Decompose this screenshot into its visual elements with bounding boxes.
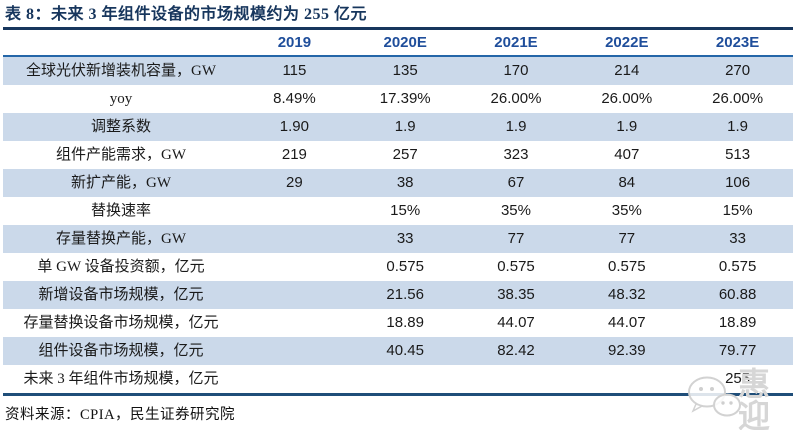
cell (239, 365, 350, 395)
cell: 255 (725, 370, 751, 387)
cell: 15% (722, 202, 753, 219)
cell (239, 337, 350, 365)
cell: 270 (682, 56, 793, 85)
cell: 38.35 (460, 281, 572, 309)
source-note: 资料来源：CPIA，民生证券研究院 (5, 407, 236, 423)
cell: 106 (682, 169, 793, 197)
cell: 21.56 (349, 281, 461, 309)
cell: 135 (349, 56, 461, 85)
cell: 26.00% (490, 90, 542, 107)
cell: 26.00% (712, 90, 764, 107)
cell (239, 225, 350, 253)
row-label: yoy (109, 91, 133, 107)
cell: 17.39% (379, 90, 431, 107)
cell: 35% (500, 202, 531, 219)
cell (571, 365, 682, 395)
cell: 35% (611, 202, 642, 219)
cell: 60.88 (682, 281, 793, 309)
cell (239, 253, 350, 281)
row-label: 组件设备市场规模，亿元 (3, 337, 239, 365)
cell: 18.89 (386, 314, 424, 331)
header-row: 2019 2020E 2021E 2022E 2023E (3, 29, 793, 57)
cell: 1.9 (460, 113, 572, 141)
cell: 513 (725, 146, 751, 163)
row-label: 未来 3 年组件市场规模，亿元 (23, 371, 219, 387)
data-table: 2019 2020E 2021E 2022E 2023E 全球光伏新增装机容量，GW 11… (3, 27, 793, 396)
cell: 323 (503, 146, 529, 163)
cell: 40.45 (349, 337, 461, 365)
cell: 33 (682, 225, 793, 253)
cell: 407 (614, 146, 640, 163)
table-row: 新增设备市场规模，亿元 21.56 38.35 48.32 60.88 (3, 281, 793, 309)
header-cell-2021E: 2021E (494, 34, 538, 51)
cell (350, 365, 461, 395)
cell: 0.575 (608, 258, 646, 275)
row-label: 新增设备市场规模，亿元 (3, 281, 239, 309)
cell: 0.575 (718, 258, 757, 275)
cell: 1.9 (349, 113, 461, 141)
cell: 44.07 (497, 314, 535, 331)
table-row: 存量替换设备市场规模，亿元 18.89 44.07 44.07 18.89 (3, 309, 793, 337)
cell: 15% (390, 202, 421, 219)
header-cell-label (3, 29, 239, 57)
header-cell-2022E: 2022E (605, 34, 649, 51)
cell: 77 (571, 225, 683, 253)
header-cell-2020E: 2020E (383, 34, 427, 51)
cell: 44.07 (608, 314, 646, 331)
row-label: 存量替换产能，GW (3, 225, 239, 253)
cell: 8.49% (273, 90, 316, 107)
table-row: 组件产能需求，GW 219 257 323 407 513 (3, 141, 793, 169)
cell (239, 281, 350, 309)
row-label: 单 GW 设备投资额，亿元 (37, 259, 205, 275)
table-row: 存量替换产能，GW 33 77 77 33 (3, 225, 793, 253)
table-row: 替换速率 15% 35% 35% 15% (3, 197, 793, 225)
row-label: 替换速率 (90, 203, 151, 219)
cell (461, 365, 572, 395)
row-label: 全球光伏新增装机容量，GW (3, 56, 239, 85)
cell: 18.89 (718, 314, 757, 331)
cell: 79.77 (682, 337, 793, 365)
cell: 67 (460, 169, 572, 197)
table-row: 组件设备市场规模，亿元 40.45 82.42 92.39 79.77 (3, 337, 793, 365)
cell: 29 (239, 169, 350, 197)
cell: 48.32 (571, 281, 683, 309)
cell (239, 309, 350, 337)
cell: 115 (239, 56, 350, 85)
cell: 1.9 (571, 113, 683, 141)
cell: 84 (571, 169, 683, 197)
cell: 33 (349, 225, 461, 253)
cell: 1.9 (682, 113, 793, 141)
table-row: yoy 8.49% 17.39% 26.00% 26.00% 26.00% (3, 85, 793, 113)
row-label: 组件产能需求，GW (56, 147, 186, 163)
cell: 214 (571, 56, 683, 85)
table-title: 表 8：未来 3 年组件设备的市场规模约为 255 亿元 (5, 6, 368, 23)
cell: 0.575 (497, 258, 535, 275)
table-row: 新扩产能，GW 29 38 67 84 106 (3, 169, 793, 197)
table-row: 单 GW 设备投资额，亿元 0.575 0.575 0.575 0.575 (3, 253, 793, 281)
row-label: 存量替换设备市场规模，亿元 (23, 315, 219, 331)
cell: 82.42 (460, 337, 572, 365)
table-row: 调整系数 1.90 1.9 1.9 1.9 1.9 (3, 113, 793, 141)
row-label: 调整系数 (3, 113, 239, 141)
cell (239, 197, 350, 225)
table-row: 未来 3 年组件市场规模，亿元 255 (3, 365, 793, 395)
cell: 77 (460, 225, 572, 253)
header-cell-2023E: 2023E (715, 34, 760, 51)
cell: 26.00% (601, 90, 653, 107)
table-body: 全球光伏新增装机容量，GW 115 135 170 214 270 yoy 8.49% 17.3… (3, 56, 793, 395)
cell: 0.575 (386, 258, 424, 275)
table-row: 全球光伏新增装机容量，GW 115 135 170 214 270 (3, 56, 793, 85)
cell: 38 (349, 169, 461, 197)
row-label: 新扩产能，GW (3, 169, 239, 197)
cell: 1.90 (239, 113, 350, 141)
header-cell-2019: 2019 (277, 34, 312, 51)
cell: 92.39 (571, 337, 683, 365)
cell: 257 (392, 146, 418, 163)
cell: 219 (281, 146, 307, 163)
cell: 170 (460, 56, 572, 85)
